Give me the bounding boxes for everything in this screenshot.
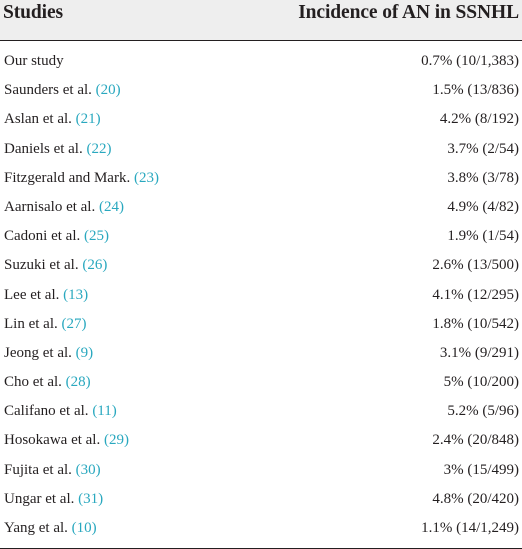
- study-name: Fujita et al.: [4, 461, 76, 478]
- study-cell: Fitzgerald and Mark. (23): [4, 170, 159, 187]
- study-name: Saunders et al.: [4, 82, 96, 99]
- table-body: Our study 0.7% (10/1,383) Saunders et al. …: [0, 49, 522, 545]
- table-row: Lee et al. (13) 4.1% (12/295): [0, 283, 522, 312]
- table-row: Daniels et al. (22) 3.7% (2/54): [0, 137, 522, 166]
- incidence-cell: 5.2% (5/96): [447, 403, 519, 420]
- reference-link[interactable]: (20): [95, 82, 121, 99]
- study-cell: Saunders et al. (20): [4, 82, 121, 99]
- header-studies: Studies: [3, 2, 63, 23]
- table-row: Saunders et al. (20) 1.5% (13/836): [0, 78, 522, 107]
- reference-link[interactable]: (21): [75, 111, 101, 128]
- study-cell: Lin et al. (27): [4, 316, 86, 333]
- table-row: Suzuki et al. (26) 2.6% (13/500): [0, 253, 522, 282]
- reference-link[interactable]: (29): [103, 432, 129, 449]
- study-name: Lin et al.: [4, 315, 62, 332]
- table-row: Our study 0.7% (10/1,383): [0, 49, 522, 78]
- study-cell: Cadoni et al. (25): [4, 228, 109, 245]
- table-header: Studies Incidence of AN in SSNHL: [0, 0, 522, 40]
- reference-link[interactable]: (27): [61, 315, 87, 332]
- incidence-cell: 2.4% (20/848): [432, 432, 519, 449]
- reference-link[interactable]: (24): [98, 198, 124, 215]
- header-rule: [0, 40, 522, 41]
- study-name: Jeong et al.: [4, 344, 76, 361]
- study-name: Aslan et al.: [4, 111, 76, 128]
- incidence-cell: 5% (10/200): [443, 374, 519, 391]
- table-row: Fitzgerald and Mark. (23) 3.8% (3/78): [0, 166, 522, 195]
- study-cell: Ungar et al. (31): [4, 491, 103, 508]
- study-name: Daniels et al.: [4, 140, 87, 157]
- reference-link[interactable]: (10): [71, 520, 97, 536]
- table-row: Ungar et al. (31) 4.8% (20/420): [0, 487, 522, 516]
- reference-link[interactable]: (22): [86, 140, 112, 157]
- study-name: Aarnisalo et al.: [4, 198, 99, 215]
- study-name: Lee et al.: [4, 286, 64, 303]
- incidence-cell: 4.9% (4/82): [447, 198, 519, 215]
- table-row: Cadoni et al. (25) 1.9% (1/54): [0, 224, 522, 253]
- reference-link[interactable]: (9): [75, 344, 94, 361]
- incidence-cell: 3.8% (3/78): [447, 169, 519, 186]
- study-cell: Lee et al. (13): [4, 287, 88, 304]
- reference-link[interactable]: (13): [63, 286, 89, 303]
- incidence-cell: 3.1% (9/291): [439, 344, 519, 361]
- table-row: Fujita et al. (30) 3% (15/499): [0, 458, 522, 487]
- study-name: Cho et al.: [4, 374, 66, 391]
- incidence-cell: 3.7% (2/54): [447, 140, 519, 157]
- header-incidence: Incidence of AN in SSNHL: [298, 2, 519, 23]
- table-row: Califano et al. (11) 5.2% (5/96): [0, 399, 522, 428]
- study-cell: Jeong et al. (9): [4, 345, 93, 362]
- table-row: Jeong et al. (9) 3.1% (9/291): [0, 341, 522, 370]
- reference-link[interactable]: (28): [65, 374, 91, 391]
- study-cell: Califano et al. (11): [4, 403, 117, 420]
- incidence-cell: 1.8% (10/542): [432, 315, 519, 332]
- incidence-cell: 1.5% (13/836): [432, 82, 519, 99]
- incidence-cell: 4.1% (12/295): [432, 286, 519, 303]
- study-cell: Yang et al. (10): [4, 520, 97, 537]
- study-cell: Aslan et al. (21): [4, 111, 101, 128]
- study-cell: Aarnisalo et al. (24): [4, 199, 124, 216]
- table-row: Yang et al. (10) 1.1% (14/1,249): [0, 516, 522, 545]
- table-row: Cho et al. (28) 5% (10/200): [0, 370, 522, 399]
- reference-link[interactable]: (30): [75, 461, 101, 478]
- study-cell: Cho et al. (28): [4, 374, 91, 391]
- table-row: Aarnisalo et al. (24) 4.9% (4/82): [0, 195, 522, 224]
- table-row: Aslan et al. (21) 4.2% (8/192): [0, 107, 522, 136]
- study-cell: Our study: [4, 53, 64, 70]
- reference-link[interactable]: (31): [78, 490, 104, 507]
- table-row: Hosokawa et al. (29) 2.4% (20/848): [0, 428, 522, 457]
- reference-link[interactable]: (11): [92, 403, 117, 420]
- incidence-cell: 1.9% (1/54): [447, 228, 519, 245]
- study-cell: Daniels et al. (22): [4, 141, 111, 158]
- study-name: Our study: [4, 53, 64, 69]
- study-name: Cadoni et al.: [4, 228, 84, 245]
- study-name: Fitzgerald and Mark.: [4, 169, 134, 186]
- study-cell: Fujita et al. (30): [4, 462, 101, 479]
- study-name: Ungar et al.: [4, 490, 79, 507]
- incidence-cell: 4.2% (8/192): [439, 111, 519, 128]
- incidence-cell: 2.6% (13/500): [432, 257, 519, 274]
- incidence-cell: 1.1% (14/1,249): [421, 520, 519, 536]
- incidence-cell: 4.8% (20/420): [432, 490, 519, 507]
- study-cell: Hosokawa et al. (29): [4, 432, 129, 449]
- study-name: Suzuki et al.: [4, 257, 83, 274]
- study-name: Califano et al.: [4, 403, 93, 420]
- table-row: Lin et al. (27) 1.8% (10/542): [0, 312, 522, 341]
- reference-link[interactable]: (25): [83, 228, 109, 245]
- incidence-cell: 0.7% (10/1,383): [421, 53, 519, 69]
- study-name: Yang et al.: [4, 520, 72, 536]
- study-cell: Suzuki et al. (26): [4, 257, 107, 274]
- reference-link[interactable]: (26): [82, 257, 108, 274]
- study-name: Hosokawa et al.: [4, 432, 104, 449]
- incidence-cell: 3% (15/499): [443, 461, 519, 478]
- reference-link[interactable]: (23): [133, 169, 159, 186]
